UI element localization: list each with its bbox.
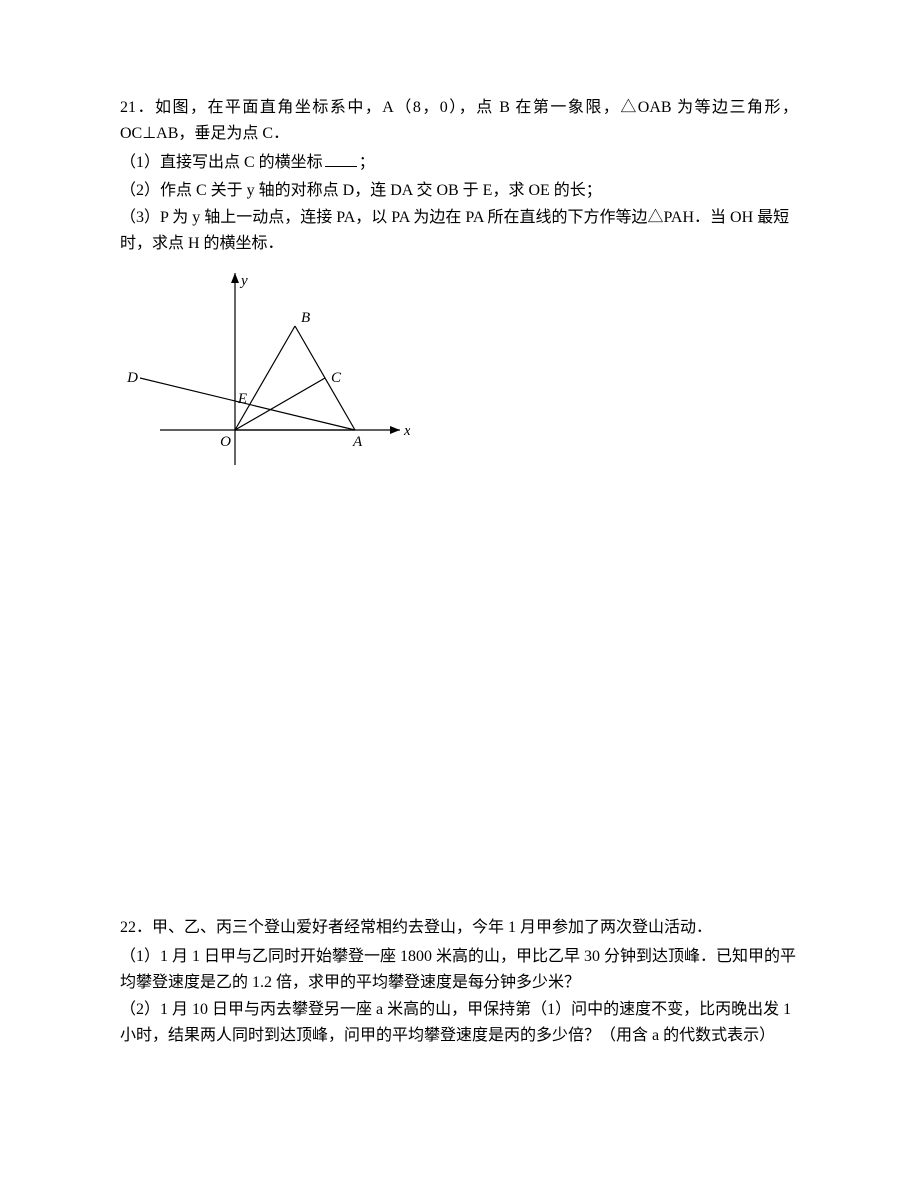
problem-21-sub3: （3）P 为 y 轴上一动点，连接 PA，以 PA 为边在 PA 所在直线的下方… (120, 205, 798, 256)
problem-22-sub1: （1）1 月 1 日甲与乙同时开始攀登一座 1800 米高的山，甲比乙早 30 … (120, 944, 798, 995)
svg-text:x: x (403, 423, 410, 439)
fill-blank (325, 166, 357, 167)
svg-text:B: B (301, 310, 310, 326)
problem-22-sub2: （2）1 月 10 日甲与丙去攀登另一座 a 米高的山，甲保持第（1）问中的速度… (120, 997, 798, 1048)
problem-21: 21．如图，在平面直角坐标系中，A（8，0），点 B 在第一象限，△OAB 为等… (120, 95, 798, 485)
problem-22-main: 22．甲、乙、丙三个登山爱好者经常相约去登山，今年 1 月甲参加了两次登山活动． (120, 915, 798, 941)
svg-text:D: D (126, 370, 138, 386)
diagram-svg: O A B C D Ex y (120, 265, 410, 485)
problem-21-number: 21． (120, 99, 155, 116)
problem-21-sub2: （2）作点 C 关于 y 轴的对称点 D，连 DA 交 OB 于 E，求 OE … (120, 178, 798, 204)
svg-text:y: y (239, 273, 248, 289)
svg-text:C: C (331, 370, 342, 386)
problem-22-number: 22． (120, 919, 152, 936)
problem-21-sub1-label: （1）直接写出点 C 的横坐标 (120, 154, 323, 171)
problem-21-sub1-suffix: ； (359, 154, 375, 171)
problem-22-main-text: 甲、乙、丙三个登山爱好者经常相约去登山，今年 1 月甲参加了两次登山活动． (152, 919, 712, 936)
spacer (120, 495, 798, 915)
coordinate-diagram: O A B C D Ex y (120, 265, 798, 485)
problem-21-main-text: 如图，在平面直角坐标系中，A（8，0），点 B 在第一象限，△OAB 为等边三角… (120, 99, 798, 142)
svg-text:A: A (352, 434, 363, 450)
svg-text:E: E (237, 391, 247, 407)
problem-21-main: 21．如图，在平面直角坐标系中，A（8，0），点 B 在第一象限，△OAB 为等… (120, 95, 798, 146)
svg-text:O: O (220, 434, 231, 450)
problem-21-sub1: （1）直接写出点 C 的横坐标 ； (120, 150, 798, 176)
problem-22: 22．甲、乙、丙三个登山爱好者经常相约去登山，今年 1 月甲参加了两次登山活动．… (120, 915, 798, 1049)
